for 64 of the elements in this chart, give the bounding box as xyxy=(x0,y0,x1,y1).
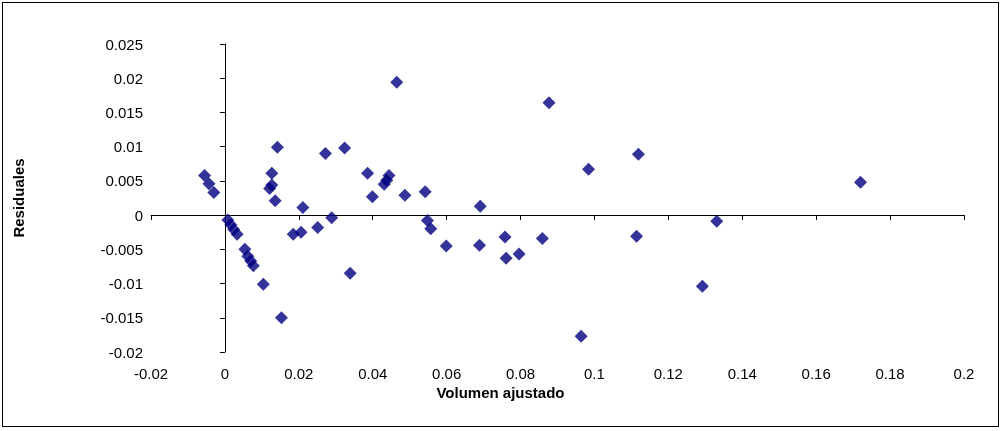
x-tick-label: 0 xyxy=(220,365,230,382)
point xyxy=(390,75,404,89)
point xyxy=(535,231,549,245)
point xyxy=(256,277,270,291)
point xyxy=(631,147,645,161)
point xyxy=(294,225,308,239)
point xyxy=(473,199,487,213)
y-tick-label: -0.005 xyxy=(100,240,143,258)
point xyxy=(398,188,412,202)
x-tick-label: 0.06 xyxy=(432,365,462,382)
x-tick-label: 0.18 xyxy=(875,365,905,382)
point xyxy=(202,177,216,191)
y-tick-label: 0.01 xyxy=(113,138,143,156)
point xyxy=(695,279,709,293)
point xyxy=(296,201,310,215)
x-tick-label: 0.02 xyxy=(284,365,314,382)
x-axis-title: Volumen ajustado xyxy=(436,384,565,401)
point xyxy=(512,247,526,261)
point xyxy=(499,251,513,265)
point xyxy=(498,230,512,244)
point xyxy=(268,194,282,208)
point xyxy=(380,173,394,187)
point xyxy=(318,147,332,161)
x-tick-label: 0.16 xyxy=(801,365,831,382)
y-tick-label: -0.015 xyxy=(100,309,143,327)
point xyxy=(365,190,379,204)
point xyxy=(325,211,339,225)
point xyxy=(574,329,588,343)
point xyxy=(854,175,868,189)
point xyxy=(311,220,325,234)
x-tick-label: 0.08 xyxy=(505,365,536,382)
y-tick-label: -0.02 xyxy=(108,343,143,361)
point xyxy=(361,166,375,180)
point xyxy=(270,140,284,154)
point xyxy=(246,259,260,273)
point xyxy=(418,185,432,199)
y-axis-title: Residuales xyxy=(10,158,27,238)
x-tick-label: -0.02 xyxy=(133,365,169,382)
y-tick-label: 0.02 xyxy=(113,69,143,87)
point xyxy=(338,141,352,155)
point xyxy=(473,238,487,252)
point xyxy=(343,266,357,280)
y-tick-label: -0.01 xyxy=(108,275,143,293)
point xyxy=(542,96,556,110)
x-tick-label: 0.14 xyxy=(727,365,757,382)
x-tick-label: 0.1 xyxy=(584,365,605,382)
y-tick-label: 0 xyxy=(134,206,143,224)
point xyxy=(582,162,596,176)
y-tick-label: 0.005 xyxy=(105,172,143,190)
point xyxy=(230,227,244,241)
y-tick-label: 0.015 xyxy=(105,103,143,121)
y-tick-label: 0.025 xyxy=(105,35,143,53)
point xyxy=(424,222,438,236)
x-tick-label: 0.12 xyxy=(653,365,683,382)
point xyxy=(630,229,644,243)
point xyxy=(710,214,724,228)
point xyxy=(439,239,453,253)
x-tick-label: 0.2 xyxy=(953,365,975,382)
point xyxy=(274,311,288,325)
point xyxy=(265,166,279,180)
point xyxy=(198,168,212,182)
x-tick-label: 0.04 xyxy=(358,365,388,382)
point xyxy=(207,186,221,200)
point xyxy=(420,214,434,228)
